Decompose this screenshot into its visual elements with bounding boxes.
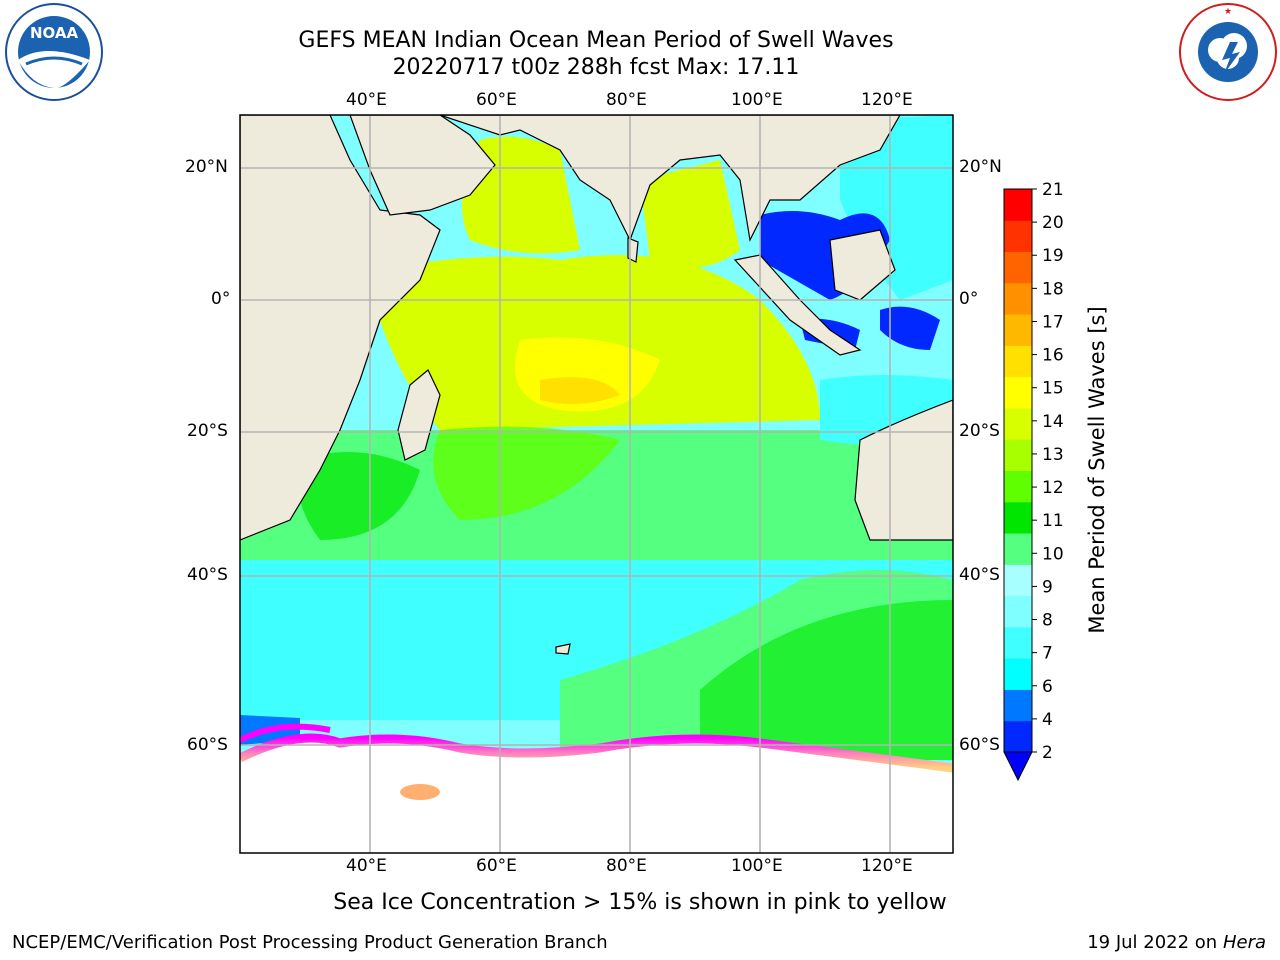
colorbar-segment — [1004, 189, 1032, 221]
noaa-logo: NOAA — [4, 2, 104, 102]
sea-ice-caption: Sea Ice Concentration > 15% is shown in … — [333, 890, 947, 915]
colorbar-segment — [1004, 251, 1032, 284]
colorbar-segment — [1004, 689, 1032, 722]
colorbar-segment — [1004, 501, 1032, 534]
colorbar-tick-label: 16 — [1042, 346, 1064, 366]
colorbar-segment — [1004, 658, 1032, 690]
lon-tick-top: 40°E — [346, 90, 387, 110]
colorbar-segment — [1004, 314, 1032, 346]
colorbar-segment — [1004, 439, 1032, 471]
chart-subtitle: 20220717 t00z 288h fcst Max: 17.11 — [392, 55, 800, 80]
lon-tick-bottom: 100°E — [731, 856, 783, 876]
colorbar-tick-label: 6 — [1042, 677, 1053, 697]
colorbar-tick-label: 19 — [1042, 246, 1064, 266]
colorbar-segment — [1004, 533, 1032, 565]
graticule — [240, 115, 953, 853]
lat-tick-left: 60°S — [187, 735, 228, 755]
lat-tick-left: 40°S — [187, 565, 228, 585]
colorbar-under-arrow — [1003, 751, 1033, 782]
map-frame — [239, 114, 954, 854]
colorbar-tick-label: 21 — [1042, 180, 1064, 200]
colorbar-tick-label: 2 — [1042, 743, 1053, 763]
colorbar-segment — [1004, 407, 1032, 440]
footer-left: NCEP/EMC/Verification Post Processing Pr… — [12, 932, 608, 953]
colorbar-label: Mean Period of Swell Waves [s] — [1085, 306, 1109, 634]
colorbar-tick-label: 10 — [1042, 544, 1064, 564]
colorbar-frame — [1003, 188, 1033, 753]
noaa-logo-text: NOAA — [30, 24, 79, 42]
lat-tick-right: 40°S — [959, 565, 1000, 585]
chart-title: GEFS MEAN Indian Ocean Mean Period of Sw… — [298, 28, 894, 53]
colorbar-segment — [1004, 626, 1032, 659]
map-panel — [240, 115, 953, 853]
lat-tick-right: 0° — [959, 289, 979, 309]
colorbar-segment — [1004, 595, 1032, 628]
lat-tick-left: 20°N — [185, 157, 228, 177]
colorbar-segment — [1004, 345, 1032, 378]
lat-tick-right: 60°S — [959, 735, 1000, 755]
colorbar-tick-label: 14 — [1042, 412, 1064, 432]
colorbar-tick-label: 12 — [1042, 478, 1064, 498]
colorbar-tick-label: 7 — [1042, 644, 1053, 664]
colorbar-tick-label: 13 — [1042, 445, 1064, 465]
colorbar-segment — [1004, 470, 1032, 503]
colorbar-segment — [1004, 564, 1032, 597]
swell-field — [240, 115, 953, 760]
footer-date: 19 Jul 2022 on — [1087, 932, 1223, 953]
colorbar-segment — [1004, 282, 1032, 315]
colorbar-tick-label: 4 — [1042, 710, 1053, 730]
colorbar-segment — [1004, 720, 1032, 753]
sea-ice — [240, 723, 953, 853]
lat-tick-right: 20°N — [959, 157, 1002, 177]
lon-tick-bottom: 120°E — [861, 856, 913, 876]
nws-logo: ★ — [1178, 2, 1278, 102]
lon-tick-bottom: 40°E — [346, 856, 387, 876]
colorbar-segment — [1004, 220, 1032, 253]
lat-tick-right: 20°S — [959, 421, 1000, 441]
footer-machine: Hera — [1222, 932, 1266, 953]
lon-tick-top: 100°E — [731, 90, 783, 110]
colorbar-tick-label: 20 — [1042, 213, 1064, 233]
colorbar-tick-label: 11 — [1042, 511, 1064, 531]
colorbar-tick-label: 17 — [1042, 312, 1064, 332]
footer-right: 19 Jul 2022 on Hera — [1087, 932, 1266, 953]
colorbar: 2 4 6 7 8 9 10 11 12 13 14 15 16 17 18 19 20 21 — [1003, 180, 1064, 782]
colorbar-tick-label: 9 — [1042, 577, 1053, 597]
lon-tick-top: 60°E — [476, 90, 517, 110]
svg-text:★: ★ — [1224, 7, 1232, 17]
lat-tick-left: 0° — [211, 289, 231, 309]
colorbar-tick-label: 15 — [1042, 379, 1064, 399]
lat-tick-left: 20°S — [187, 421, 228, 441]
colorbar-tick-label: 18 — [1042, 279, 1064, 299]
lon-tick-bottom: 80°E — [606, 856, 647, 876]
lon-tick-bottom: 60°E — [476, 856, 517, 876]
colorbar-tick-label: 8 — [1042, 611, 1053, 631]
lon-tick-top: 120°E — [861, 90, 913, 110]
lon-tick-top: 80°E — [606, 90, 647, 110]
colorbar-segment — [1004, 376, 1032, 409]
